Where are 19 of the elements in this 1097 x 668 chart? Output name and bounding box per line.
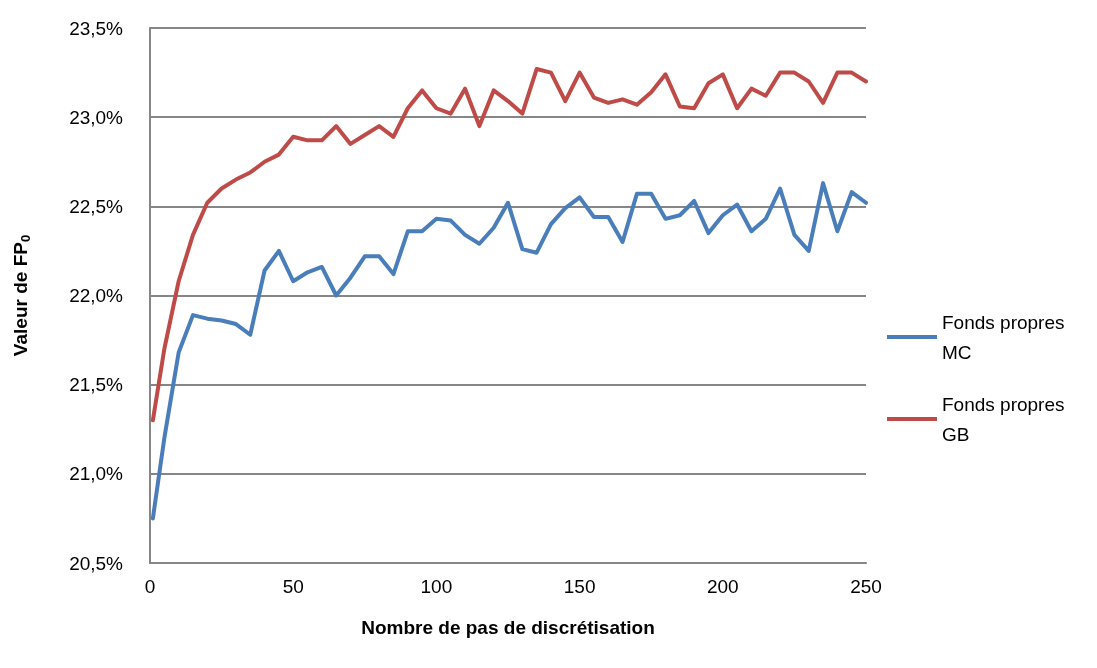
y-axis-title: Valeur de FP0	[10, 234, 33, 357]
x-tick-label: 0	[144, 576, 156, 597]
x-tick-label: 200	[706, 576, 739, 597]
y-tick-label: 22,0%	[69, 285, 124, 306]
y-tick-label: 21,5%	[69, 374, 124, 396]
x-tick-label: 50	[282, 576, 304, 597]
legend-label: Fonds propres GB	[942, 393, 1065, 445]
x-tick-label: 150	[563, 576, 596, 597]
x-axis-title: Nombre de pas de discrétisation	[361, 617, 655, 638]
y-tick-label: 20,5%	[69, 552, 124, 574]
legend-label: Fonds propres MC	[942, 311, 1065, 363]
x-tick-label: 250	[850, 576, 882, 597]
y-tick-label: 23,5%	[69, 17, 124, 39]
y-tick-label: 23,0%	[69, 106, 124, 128]
line-series	[150, 67, 868, 423]
y-tick-label: 21,0%	[69, 463, 124, 485]
y-tick-label: 22,5%	[69, 195, 124, 217]
line-series	[150, 181, 868, 521]
x-tick-label: 100	[420, 576, 453, 597]
